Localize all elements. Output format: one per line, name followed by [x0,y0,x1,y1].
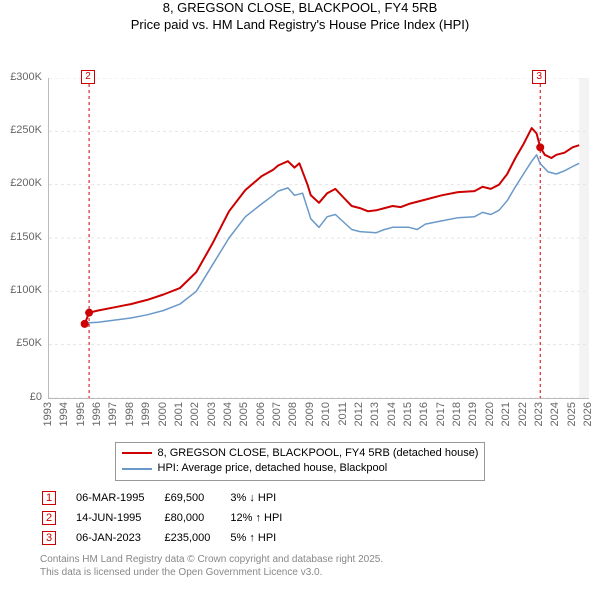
tx-marker: 2 [42,511,56,525]
x-axis-label: 2017 [435,402,447,426]
tx-date: 06-MAR-1995 [76,489,162,507]
y-axis-label: £150K [0,231,42,243]
x-axis-label: 2008 [287,402,299,426]
x-axis-label: 2021 [500,402,512,426]
x-axis-label: 2024 [549,402,561,426]
legend-swatch [122,452,152,454]
x-axis-label: 2019 [467,402,479,426]
legend-item: 8, GREGSON CLOSE, BLACKPOOL, FY4 5RB (de… [122,446,479,461]
tx-marker: 3 [42,531,56,545]
x-axis-label: 2016 [418,402,430,426]
x-axis-label: 1999 [140,402,152,426]
x-axis-label: 2004 [222,402,234,426]
x-axis-label: 2013 [369,402,381,426]
footer: Contains HM Land Registry data © Crown c… [40,553,600,579]
x-axis-label: 2020 [484,402,496,426]
y-axis-label: £200K [0,177,42,189]
legend-label: 8, GREGSON CLOSE, BLACKPOOL, FY4 5RB (de… [158,446,479,461]
x-axis-label: 1996 [91,402,103,426]
x-axis-label: 2018 [451,402,463,426]
legend-label: HPI: Average price, detached house, Blac… [158,461,388,476]
x-axis-label: 2014 [386,402,398,426]
chart-marker: 3 [532,70,546,84]
tx-delta: 12% ↑ HPI [230,509,300,527]
y-axis-label: £0 [0,391,42,403]
y-axis-label: £50K [0,337,42,349]
x-axis-label: 2011 [337,402,349,426]
legend-swatch [122,468,152,470]
table-row: 3 06-JAN-2023£235,0005% ↑ HPI [42,529,300,547]
x-axis-label: 2001 [173,402,185,426]
x-axis-label: 2003 [206,402,218,426]
x-axis-label: 2007 [271,402,283,426]
tx-date: 14-JUN-1995 [76,509,162,527]
x-axis-label: 2023 [533,402,545,426]
x-axis-label: 2025 [566,402,578,426]
transactions-table: 1 06-MAR-1995£69,5003% ↓ HPI 2 14-JUN-1995£… [40,487,302,549]
chart-marker: 2 [81,70,95,84]
x-axis-label: 1995 [75,402,87,426]
tx-price: £80,000 [164,509,228,527]
table-row: 2 14-JUN-1995£80,00012% ↑ HPI [42,509,300,527]
line-chart [48,78,589,399]
table-row: 1 06-MAR-1995£69,5003% ↓ HPI [42,489,300,507]
legend-item: HPI: Average price, detached house, Blac… [122,461,479,476]
footer-line-2: This data is licensed under the Open Gov… [40,566,600,579]
x-axis-label: 2005 [238,402,250,426]
x-axis-label: 2026 [582,402,594,426]
x-axis-label: 1993 [42,402,54,426]
legend: 8, GREGSON CLOSE, BLACKPOOL, FY4 5RB (de… [115,442,486,481]
tx-date: 06-JAN-2023 [76,529,162,547]
x-axis-label: 1997 [107,402,119,426]
y-axis-label: £100K [0,284,42,296]
y-axis-label: £250K [0,124,42,136]
tx-delta: 3% ↓ HPI [230,489,300,507]
y-axis-label: £300K [0,71,42,83]
x-axis-label: 2002 [189,402,201,426]
x-axis-label: 2006 [255,402,267,426]
tx-price: £69,500 [164,489,228,507]
x-axis-label: 2010 [320,402,332,426]
tx-delta: 5% ↑ HPI [230,529,300,547]
x-axis-label: 2022 [517,402,529,426]
x-axis-label: 1998 [124,402,136,426]
title-line-1: 8, GREGSON CLOSE, BLACKPOOL, FY4 5RB [0,0,600,17]
x-axis-label: 2000 [157,402,169,426]
x-axis-label: 2012 [353,402,365,426]
tx-marker: 1 [42,491,56,505]
chart-area: £0 £50K £100K £150K £200K £250K £300K 1993 1994 1… [0,34,600,438]
chart-title: 8, GREGSON CLOSE, BLACKPOOL, FY4 5RB Pri… [0,0,600,34]
tx-price: £235,000 [164,529,228,547]
x-axis-label: 1994 [58,402,70,426]
footer-line-1: Contains HM Land Registry data © Crown c… [40,553,600,566]
title-line-2: Price paid vs. HM Land Registry's House … [0,17,600,34]
x-axis-label: 2009 [304,402,316,426]
x-axis-label: 2015 [402,402,414,426]
